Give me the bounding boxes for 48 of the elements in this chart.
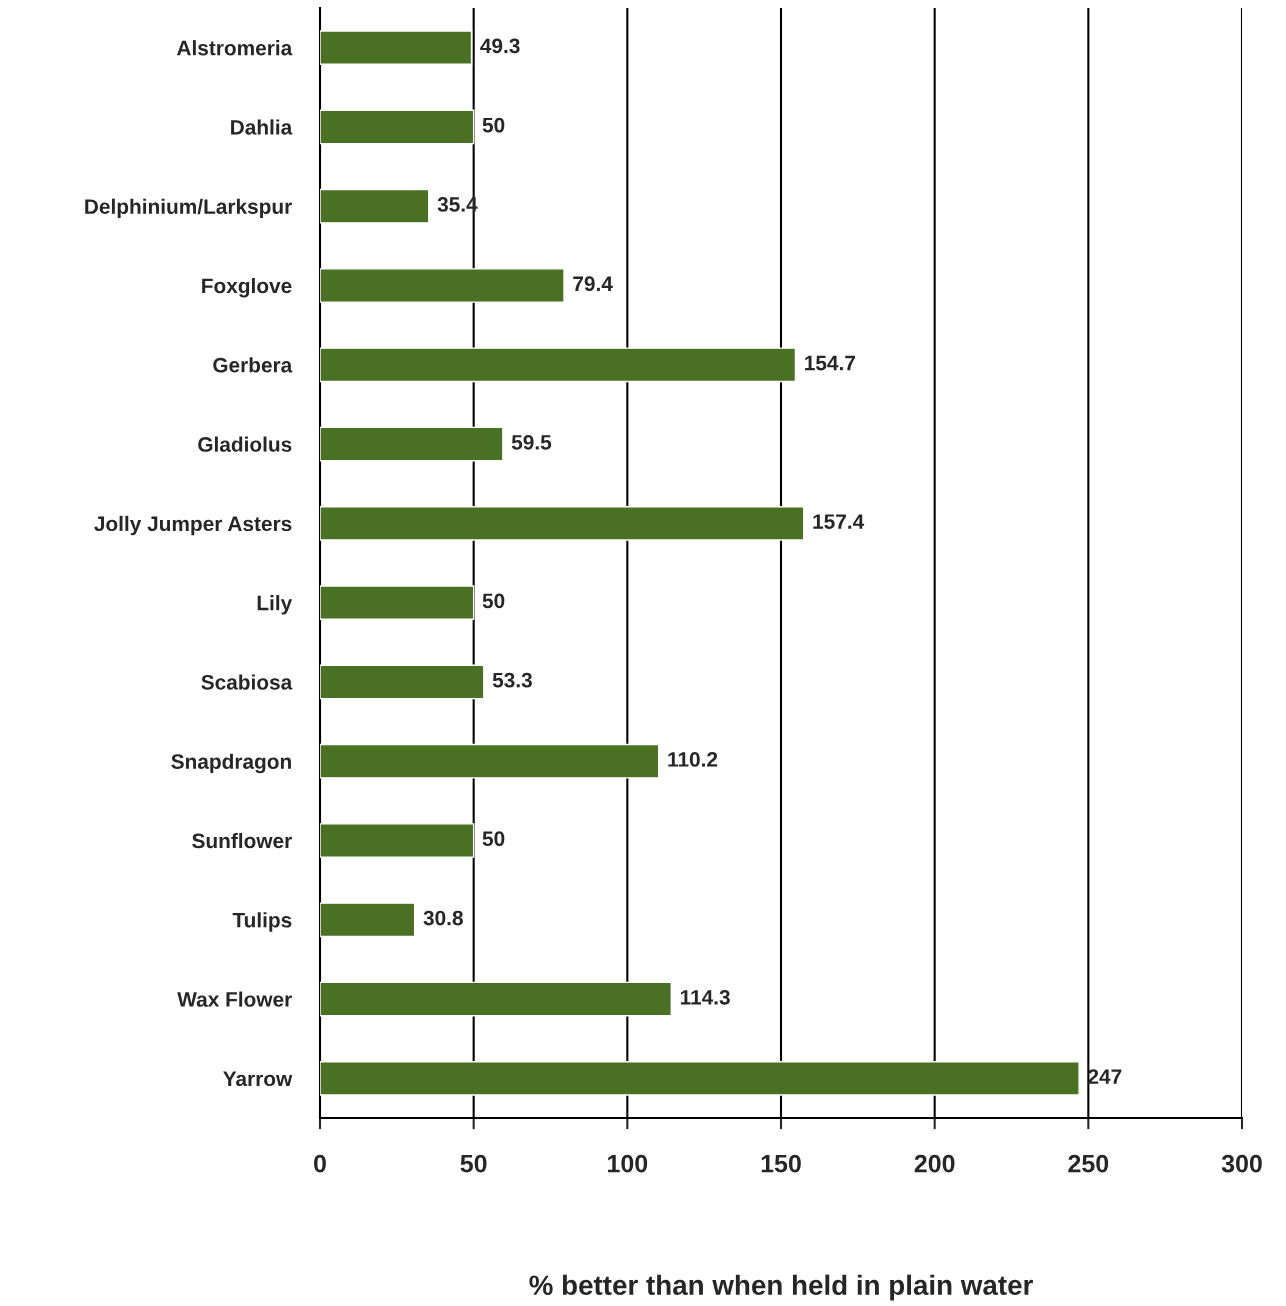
y-tick-label: Wax Flower — [177, 991, 292, 1007]
bar — [320, 1061, 1080, 1096]
data-label: 53.3 — [492, 672, 532, 688]
bar — [320, 664, 485, 700]
y-tick-label: Lily — [257, 595, 293, 615]
y-tick-label: Jolly Jumper Asters — [94, 515, 292, 536]
data-label: 157.4 — [813, 514, 865, 529]
data-label: 49.3 — [480, 38, 520, 54]
data-label: 79.4 — [573, 276, 613, 292]
bar — [320, 30, 473, 65]
bar — [320, 426, 504, 462]
y-tick-label: Sunflower — [192, 832, 292, 849]
x-tick-label: 100 — [608, 1154, 648, 1173]
y-tick-label: Delphinium/Larkspur — [85, 198, 292, 219]
bar — [320, 743, 660, 779]
bar — [320, 268, 565, 303]
y-tick-label: Foxglove — [202, 277, 292, 298]
y-tick-label: Dahlia — [231, 119, 293, 135]
y-tick-label: Scabiosa — [201, 674, 293, 690]
data-label: 50 — [482, 593, 505, 609]
data-label: 154.7 — [805, 355, 855, 371]
bar — [320, 188, 430, 224]
y-tick-label: Alstromeria — [176, 40, 293, 56]
bar — [320, 585, 475, 620]
y-tick-label: Tulips — [232, 912, 292, 932]
x-tick-label: 50 — [460, 1154, 487, 1173]
bar — [320, 981, 672, 1017]
data-label: 50 — [482, 831, 505, 847]
y-tick-label: Gerbera — [213, 357, 293, 373]
data-label: 30.8 — [423, 910, 463, 926]
x-tick-label: 0 — [314, 1154, 326, 1173]
y-tick-label: Snapdragon — [171, 753, 291, 774]
x-axis-title: % better than when held in plain water — [529, 1274, 1033, 1301]
bar — [320, 823, 475, 858]
bar — [320, 347, 797, 383]
y-tick-label: Gladiolus — [198, 436, 292, 452]
x-tick-label: 300 — [1221, 1154, 1262, 1173]
bar — [320, 902, 416, 938]
bar — [320, 506, 805, 541]
data-label: 114.3 — [680, 989, 730, 1005]
data-label: 110.2 — [668, 752, 718, 767]
x-tick-label: 150 — [761, 1154, 801, 1173]
data-label: 59.5 — [511, 434, 552, 450]
x-tick-label: 250 — [1068, 1154, 1109, 1173]
y-tick-label: Yarrow — [223, 1071, 293, 1087]
x-tick-label: 200 — [914, 1154, 955, 1173]
data-label: 50 — [482, 117, 505, 133]
bar — [320, 109, 475, 145]
